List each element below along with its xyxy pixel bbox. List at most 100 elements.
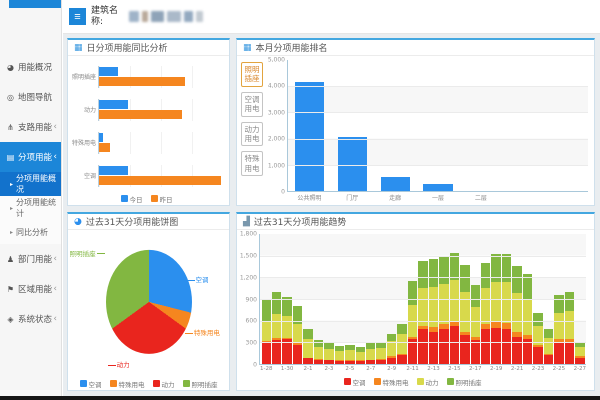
- segment-空调: [418, 329, 428, 364]
- segment-照明插座: [460, 265, 470, 292]
- legend-swatch: [446, 378, 454, 385]
- segment-特殊用电: [543, 353, 554, 356]
- legend-item-特殊用电[interactable]: 特殊用电: [109, 379, 145, 389]
- stacked-bar-1-28: 1-28: [260, 234, 272, 372]
- bar: [423, 184, 453, 191]
- x-tick-label: 1-30: [280, 366, 294, 372]
- segment-特殊用电: [439, 324, 449, 329]
- menu-toggle-icon[interactable]: ≡: [69, 8, 86, 25]
- hbar-group-特殊用电: 特殊用电: [70, 131, 223, 154]
- segment-动力: [501, 281, 512, 323]
- x-tick-label: 2-21: [510, 366, 524, 372]
- flag-icon: ⚑: [6, 284, 15, 294]
- sidebar-item-支路用能[interactable]: ⋔ 支路用能 ‹: [0, 112, 61, 142]
- redacted-block: [196, 11, 203, 22]
- segment-特殊用电: [449, 321, 460, 326]
- legend-item-特殊用电[interactable]: 特殊用电: [373, 377, 409, 387]
- sidebar-item-label: 系统状态: [18, 315, 53, 325]
- segment-空调: [512, 336, 522, 364]
- y-tick-label: 1,000: [267, 162, 285, 170]
- segment-特殊用电: [397, 353, 407, 356]
- ranking-chart: 照明 插座 空调 用电 动力 用电 特殊 用电 5,000 4,000 3,000 2,000 1,0…: [237, 56, 594, 205]
- legend-item-空调[interactable]: 空调: [79, 379, 102, 389]
- bar-昨日: [99, 175, 221, 185]
- sidebar-subitem-分项用能概况[interactable]: ▸ 分项用能概况: [0, 172, 61, 196]
- segment-特殊用电: [355, 360, 366, 362]
- stacked-bar-2-22: [522, 234, 533, 364]
- panel-title: 本月分项用能排名: [255, 44, 328, 54]
- bar-昨日: [99, 76, 185, 86]
- pie-label-动力: 动力: [107, 359, 130, 369]
- plot-area: 1-28 1-30 2-1 2-3 2-5 2-7 2-9 2-11 2-13 2-15 2-17 2…: [259, 234, 586, 372]
- segment-空调: [522, 338, 533, 364]
- sidebar-item-区域用能[interactable]: ⚑ 区域用能 ‹: [0, 274, 61, 304]
- segment-空调: [324, 360, 334, 364]
- legend-label: 动力: [425, 378, 439, 387]
- segment-动力: [334, 351, 345, 361]
- stacked-bar-2-23: 2-23: [532, 234, 544, 372]
- list-icon: ▤: [6, 152, 15, 162]
- sidebar-subitem-label: 同比分析: [16, 227, 49, 237]
- category-label: 照明插座: [71, 74, 96, 81]
- stacked-bar-1-29: [271, 234, 282, 364]
- filter-button-动力用电[interactable]: 动力 用电: [241, 121, 263, 147]
- filter-button-空调用电[interactable]: 空调 用电: [241, 91, 263, 117]
- pie-chart: 空调 特殊用电 动力 照明插座 空调 特殊用电 动力 照明插座: [68, 230, 229, 390]
- segment-照明插座: [376, 342, 386, 349]
- stacked-bar-2-4: [334, 234, 345, 364]
- legend-swatch: [416, 378, 424, 385]
- filter-button-特殊用电[interactable]: 特殊 用电: [241, 151, 263, 176]
- sidebar-item-系统状态[interactable]: ◈ 系统状态 ‹: [0, 304, 61, 334]
- topbar: ≡ 建筑名称:: [63, 0, 600, 34]
- sidebar-item-部门用能[interactable]: ♟ 部门用能 ‹: [0, 244, 61, 274]
- segment-特殊用电: [386, 356, 397, 358]
- gridline: [260, 255, 586, 257]
- legend-item-动力[interactable]: 动力: [416, 377, 439, 387]
- stacked-bar-2-25: 2-25: [553, 234, 565, 372]
- segment-照明插座: [407, 280, 418, 305]
- segment-动力: [292, 324, 303, 344]
- segment-空调: [313, 359, 324, 364]
- segment-空调: [554, 342, 564, 364]
- legend-item-空调[interactable]: 空调: [343, 377, 366, 387]
- segment-照明插座: [554, 295, 564, 314]
- legend-item-今日[interactable]: 今日: [120, 194, 143, 204]
- x-tick-label: 2-13: [427, 366, 440, 372]
- stacked-bar-2-16: [460, 234, 470, 364]
- sidebar-subitem-同比分析[interactable]: ▸ 同比分析: [0, 220, 61, 244]
- segment-特殊用电: [407, 336, 418, 340]
- segment-空调: [261, 342, 271, 364]
- segment-动力: [575, 347, 585, 357]
- y-tick-label: 4,000: [267, 82, 285, 90]
- segment-空调: [355, 361, 366, 364]
- segment-照明插座: [282, 296, 292, 317]
- segment-特殊用电: [303, 357, 313, 359]
- gauge-icon: ◕: [7, 62, 14, 72]
- segment-特殊用电: [491, 322, 501, 328]
- filter-button-照明插座[interactable]: 照明 插座: [241, 62, 263, 87]
- submenu-arrow-icon: ▸: [10, 228, 14, 236]
- legend-item-动力[interactable]: 动力: [152, 379, 175, 389]
- callout-text: 动力: [116, 361, 130, 370]
- sidebar-subitem-分项用能统计[interactable]: ▸ 分项用能统计: [0, 196, 61, 220]
- gridline: [260, 342, 586, 344]
- segment-空调: [491, 327, 501, 364]
- segment-照明插座: [522, 273, 533, 300]
- sidebar-item-用能概况[interactable]: ◕ 用能概况: [0, 52, 61, 82]
- legend-item-照明插座[interactable]: 照明插座: [446, 377, 482, 387]
- stacked-bar-2-19: 2-19: [490, 234, 502, 372]
- panel-title: 日分项用能同比分析: [86, 44, 168, 54]
- legend-item-昨日[interactable]: 昨日: [150, 194, 173, 204]
- legend-item-照明插座[interactable]: 照明插座: [182, 379, 218, 389]
- chevron-collapse-icon: ‹: [53, 122, 57, 132]
- stacked-bar-2-24: [543, 234, 554, 364]
- segment-动力: [366, 348, 376, 360]
- segment-动力: [522, 299, 533, 336]
- sidebar-subitem-label: 分项用能统计: [16, 198, 57, 218]
- segment-空调: [397, 355, 407, 364]
- sidebar-item-分项用能[interactable]: ▤ 分项用能 ‹: [0, 142, 61, 172]
- sidebar-item-地图导航[interactable]: ◎ 地图导航: [0, 82, 61, 112]
- segment-空调: [428, 331, 439, 364]
- callout-line: [96, 253, 105, 255]
- segment-空调: [470, 340, 481, 364]
